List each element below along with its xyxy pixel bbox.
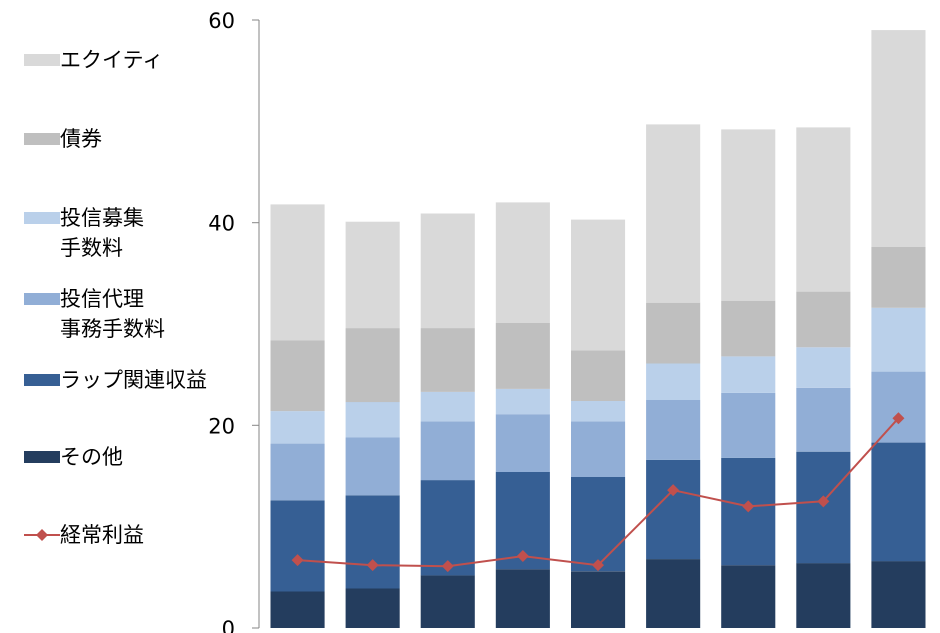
bar-segment-s0-c7 bbox=[796, 563, 851, 628]
legend-item-equity: エクイティ bbox=[24, 45, 163, 75]
bar-segment-s1-c7 bbox=[796, 451, 851, 564]
bar-segment-s4-c5 bbox=[646, 302, 701, 364]
bar-segment-s5-c2 bbox=[420, 213, 475, 328]
line-point-4 bbox=[592, 559, 604, 572]
bar-segment-s4-c7 bbox=[796, 291, 851, 348]
line-point-3 bbox=[516, 550, 529, 563]
line-point-8 bbox=[892, 412, 905, 425]
bar-segment-s0-c5 bbox=[646, 559, 701, 628]
bar-segment-s5-c7 bbox=[796, 127, 851, 292]
bar-segment-s0-c1 bbox=[345, 588, 400, 628]
bar-segment-s3-c8 bbox=[871, 307, 926, 372]
legend-item-other: その他 bbox=[24, 442, 123, 472]
legend-swatch-other bbox=[24, 451, 60, 463]
bar-segment-s3-c2 bbox=[420, 391, 475, 422]
bar-segment-s0-c6 bbox=[721, 565, 776, 628]
bar-segment-s5-c0 bbox=[270, 204, 325, 341]
bar-segment-s4-c6 bbox=[721, 300, 776, 357]
bar-segment-s4-c2 bbox=[420, 328, 475, 392]
y-tick-label: 40 bbox=[208, 212, 235, 236]
bar-segment-s2-c3 bbox=[495, 414, 550, 472]
legend-swatch-fund-subscription-fees bbox=[24, 212, 60, 224]
legend-label: 投信募集 手数料 bbox=[60, 206, 144, 260]
bars-layer bbox=[270, 30, 926, 628]
y-tick-label: 60 bbox=[208, 9, 235, 33]
bar-segment-s2-c1 bbox=[345, 437, 400, 496]
bar-segment-s5-c3 bbox=[495, 202, 550, 323]
bar-segment-s2-c0 bbox=[270, 443, 325, 501]
bar-segment-s1-c8 bbox=[871, 442, 926, 562]
bar-segment-s1-c1 bbox=[345, 495, 400, 589]
legend-swatch-wrap-revenue bbox=[24, 374, 60, 386]
legend-marker-ordinary-profit bbox=[24, 529, 60, 541]
bar-segment-s4-c8 bbox=[871, 247, 926, 308]
bar-segment-s5-c1 bbox=[345, 221, 400, 329]
bar-segment-s1-c4 bbox=[571, 477, 626, 572]
legend-item-ordinary-profit: 経常利益 bbox=[24, 520, 144, 550]
bar-segment-s4-c3 bbox=[495, 323, 550, 389]
bar-segment-s3-c1 bbox=[345, 402, 400, 438]
bar-segment-s5-c5 bbox=[646, 124, 701, 303]
bar-segment-s2-c7 bbox=[796, 387, 851, 452]
legend-item-bonds: 債券 bbox=[24, 124, 102, 154]
bar-segment-s3-c5 bbox=[646, 363, 701, 400]
bar-segment-s3-c3 bbox=[495, 388, 550, 415]
legend-label: その他 bbox=[60, 445, 123, 469]
legend-item-wrap-revenue: ラップ関連収益 bbox=[24, 365, 207, 395]
bar-segment-s0-c8 bbox=[871, 561, 926, 628]
bar-segment-s2-c6 bbox=[721, 392, 776, 458]
chart-legend: エクイティ 債券 投信募集 手数料 投信代理 事務手数料 ラップ関連収益 その他… bbox=[24, 0, 274, 633]
legend-label: 投信代理 事務手数料 bbox=[60, 287, 165, 341]
legend-label: 債券 bbox=[60, 127, 102, 151]
line-point-7 bbox=[817, 495, 830, 508]
bar-segment-s4-c1 bbox=[345, 328, 400, 403]
legend-label: エクイティ bbox=[60, 48, 164, 72]
legend-swatch-fund-agency-fees bbox=[24, 293, 60, 305]
bar-segment-s3-c6 bbox=[721, 356, 776, 393]
bar-segment-s2-c5 bbox=[646, 400, 701, 460]
y-tick-label: 0 bbox=[222, 617, 235, 633]
bar-segment-s4-c0 bbox=[270, 340, 325, 412]
bar-segment-s5-c6 bbox=[721, 129, 776, 301]
bar-segment-s1-c2 bbox=[420, 480, 475, 576]
legend-swatch-equity bbox=[24, 54, 60, 66]
y-tick-label: 20 bbox=[208, 414, 235, 438]
bar-segment-s0-c2 bbox=[420, 575, 475, 628]
bar-segment-s4-c4 bbox=[571, 350, 626, 401]
bar-segment-s0-c4 bbox=[571, 571, 626, 628]
bar-segment-s3-c0 bbox=[270, 411, 325, 444]
line-point-6 bbox=[742, 500, 755, 513]
bar-segment-s0-c0 bbox=[270, 591, 325, 628]
bar-segment-s2-c8 bbox=[871, 371, 926, 443]
legend-item-fund-agency-fees: 投信代理 事務手数料 bbox=[24, 284, 165, 344]
bar-segment-s5-c4 bbox=[571, 219, 626, 351]
y-axis: 0 20 40 60 bbox=[208, 9, 259, 633]
line-point-1 bbox=[366, 559, 379, 572]
bar-segment-s3-c4 bbox=[571, 401, 626, 422]
legend-label: 経常利益 bbox=[60, 523, 144, 547]
line-point-0 bbox=[291, 554, 304, 567]
legend-item-fund-subscription-fees: 投信募集 手数料 bbox=[24, 203, 144, 263]
bar-segment-s2-c2 bbox=[420, 421, 475, 481]
bar-segment-s0-c3 bbox=[495, 569, 550, 628]
bar-segment-s2-c4 bbox=[571, 421, 626, 477]
line-layer bbox=[291, 412, 905, 573]
line-point-2 bbox=[441, 560, 454, 573]
legend-label: ラップ関連収益 bbox=[60, 368, 207, 392]
bar-segment-s1-c0 bbox=[270, 500, 325, 592]
bar-segment-s3-c7 bbox=[796, 347, 851, 388]
line-point-5 bbox=[667, 484, 680, 497]
legend-swatch-bonds bbox=[24, 133, 60, 145]
bar-segment-s5-c8 bbox=[871, 30, 926, 247]
